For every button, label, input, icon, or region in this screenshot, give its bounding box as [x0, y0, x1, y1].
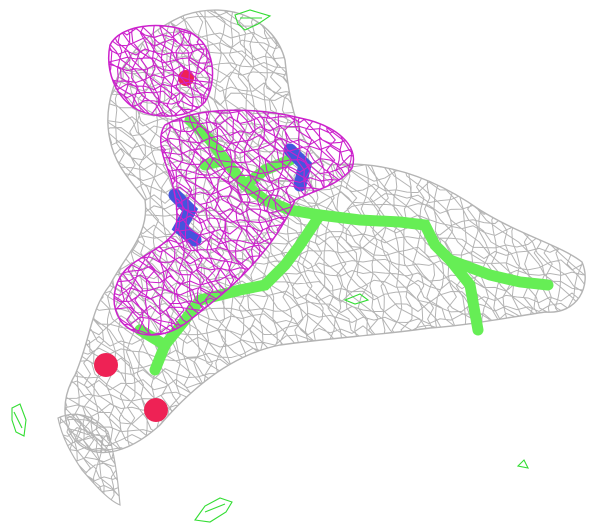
green-difference-mesh: [11, 9, 529, 523]
greyMesh-outline: [64, 9, 586, 454]
greyMesh-outline: [57, 413, 121, 506]
magMesh-lines: [114, 110, 354, 335]
green-blob-5: [516, 459, 529, 469]
oxygen-atom-bottom: [144, 398, 168, 422]
green-blob-3: [194, 497, 233, 523]
greyMesh-lines: [64, 10, 586, 453]
oxygen-atom-left: [94, 353, 118, 377]
green-blob-4: [343, 293, 370, 305]
magMesh-outline: [113, 109, 355, 336]
magMesh-lines: [108, 25, 213, 117]
green-blob-2: [11, 403, 27, 437]
oxygen-atoms: [94, 70, 194, 422]
magMesh-outline: [108, 24, 214, 117]
green-blob-1: [234, 9, 272, 31]
